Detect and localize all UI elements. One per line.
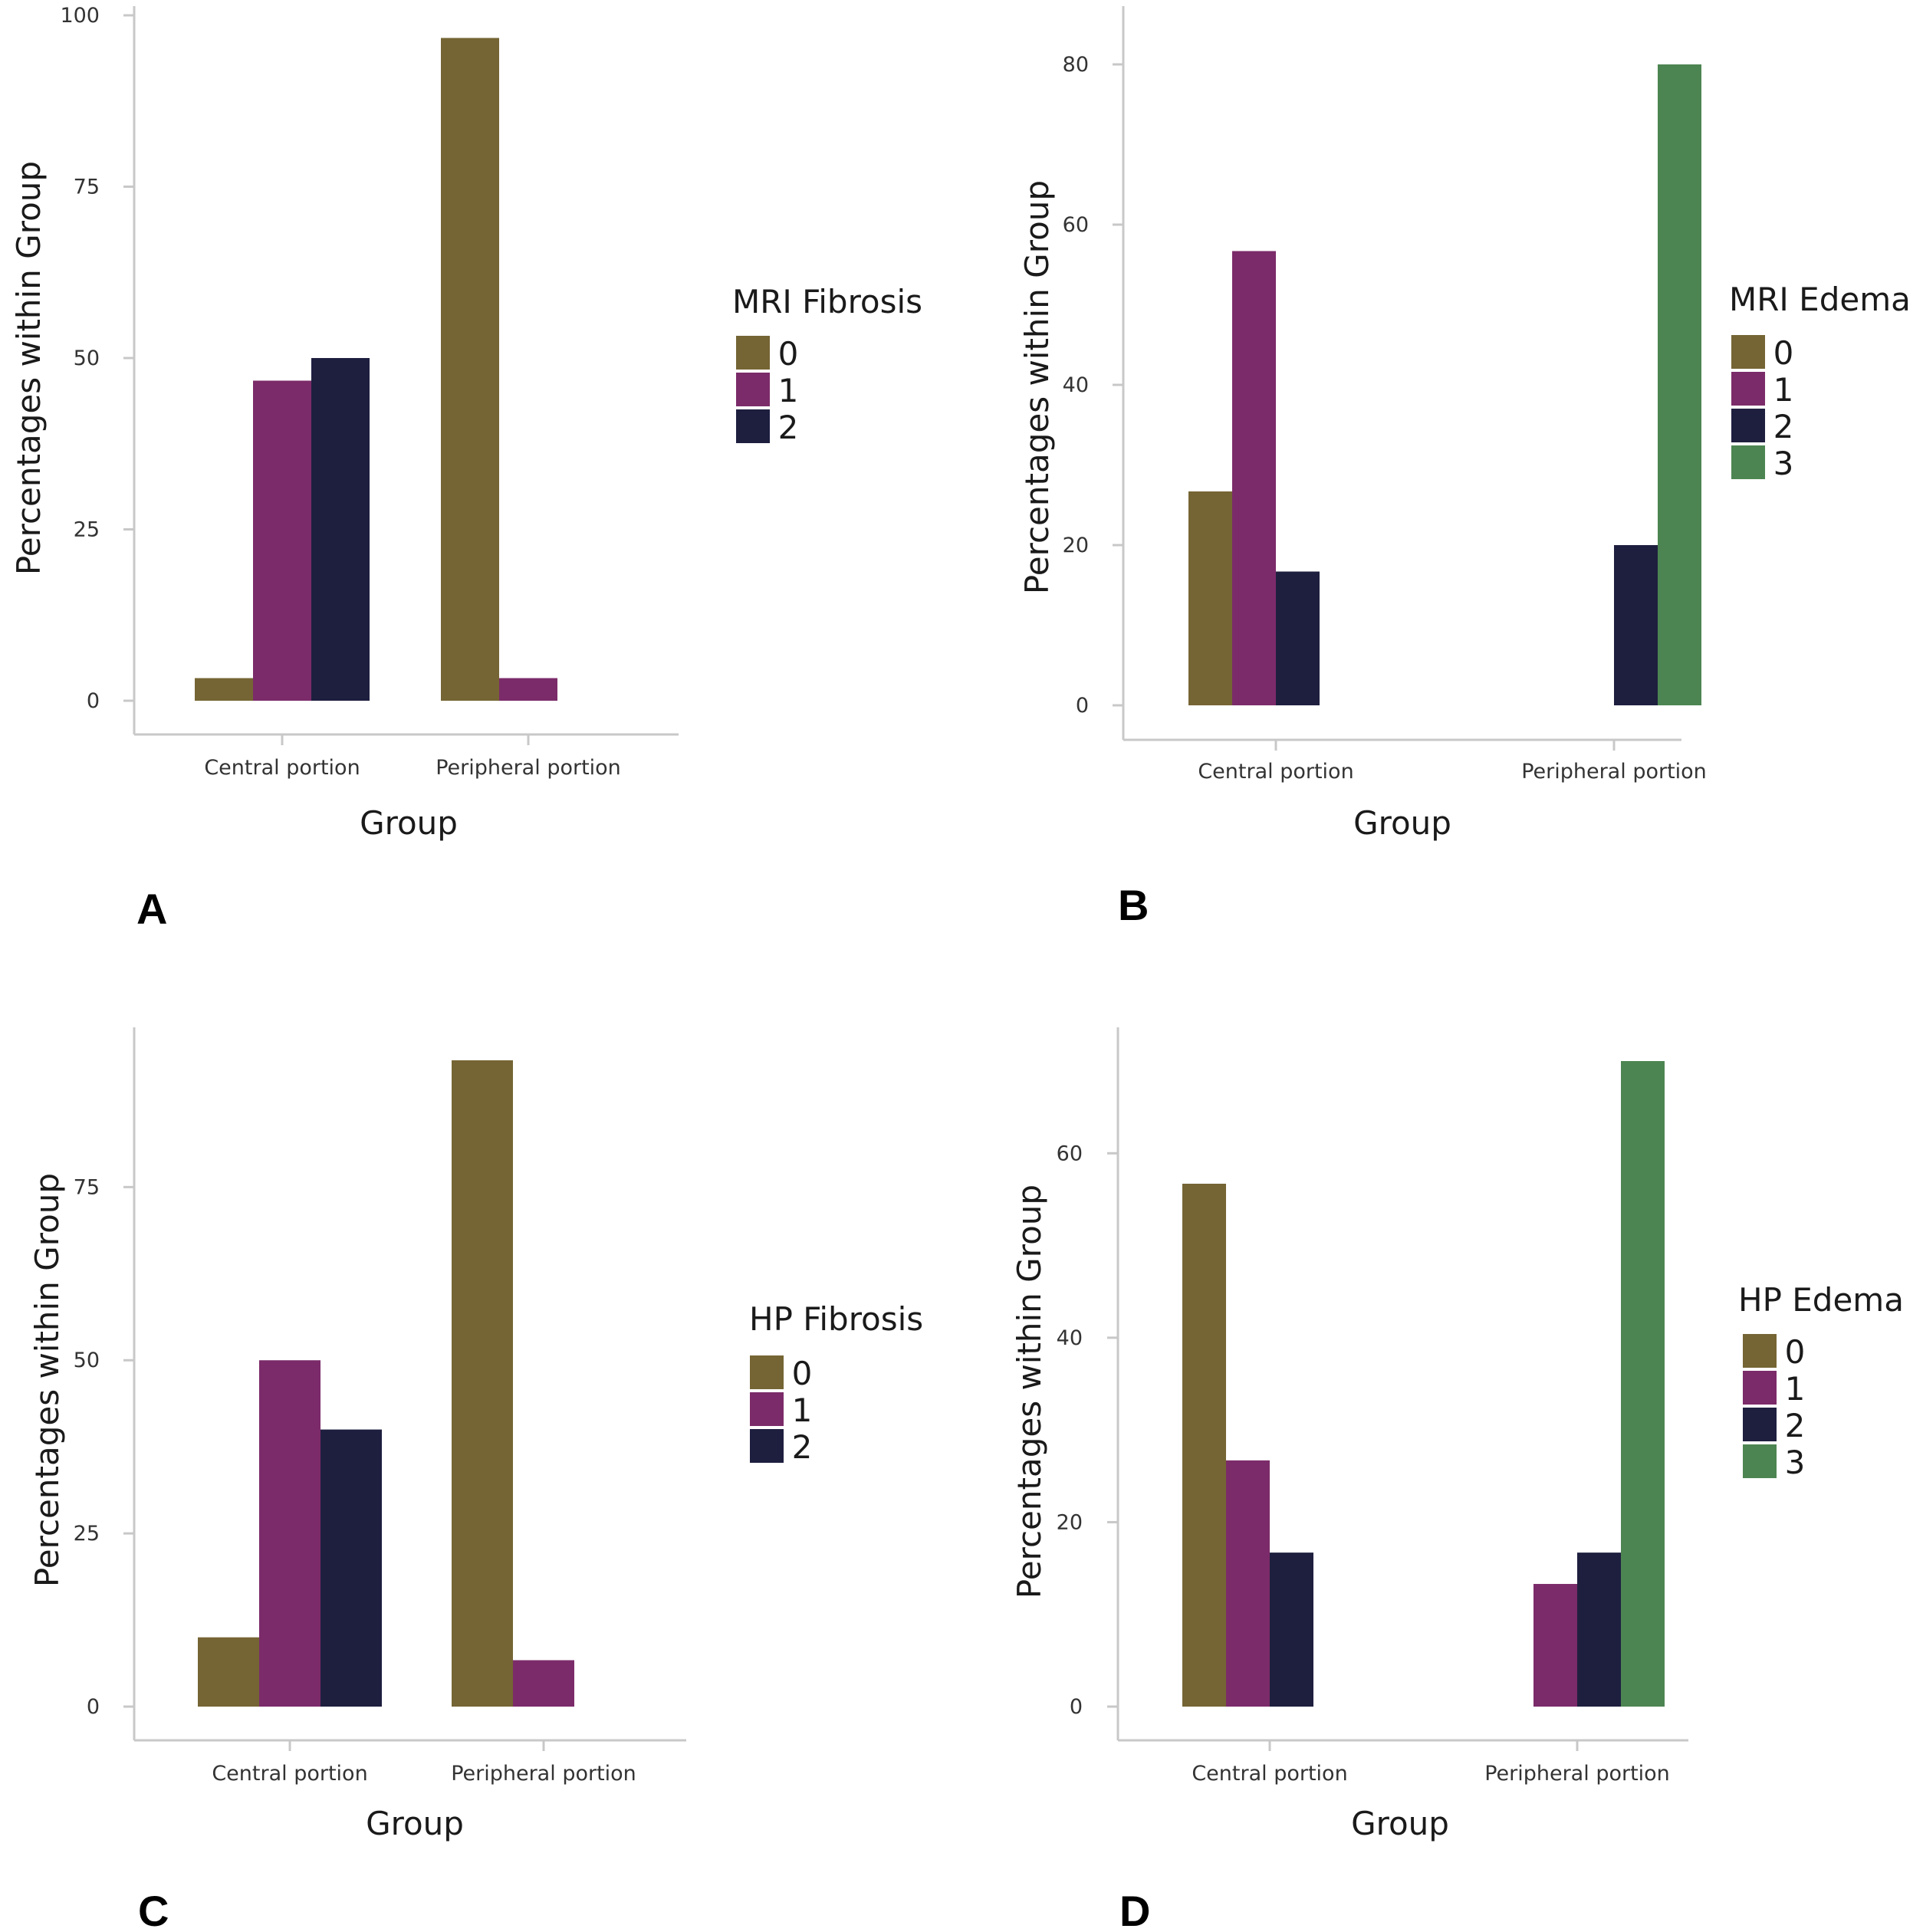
- x-tick-label: Central portion: [1192, 1762, 1347, 1786]
- legend-swatch-2: [736, 409, 770, 443]
- bar-0-central: [195, 678, 253, 701]
- y-axis-title: Percentages within Group: [1018, 180, 1056, 594]
- x-tick-label: Central portion: [204, 756, 360, 780]
- y-tick-label: 50: [74, 347, 100, 370]
- legend-swatch-2: [1743, 1408, 1777, 1441]
- bar-0-central: [198, 1637, 259, 1707]
- legend-label: 1: [1773, 371, 1794, 409]
- bar-3-peripheral: [1621, 1061, 1665, 1707]
- bar-1-central: [1232, 251, 1276, 705]
- y-tick-label: 40: [1063, 373, 1089, 397]
- panel-letter: D: [1119, 1887, 1150, 1932]
- legend-label: 2: [1773, 408, 1794, 445]
- y-tick-label: 100: [60, 4, 100, 28]
- legend-label: 1: [792, 1392, 813, 1429]
- bar-1-peripheral: [499, 678, 557, 701]
- legend-label: 2: [792, 1428, 813, 1466]
- bar-0-central: [1188, 491, 1232, 705]
- bar-0-peripheral: [452, 1060, 513, 1707]
- legend-label: 2: [778, 409, 799, 446]
- legend-swatch-0: [750, 1355, 784, 1389]
- bar-0-peripheral: [441, 38, 499, 701]
- bar-2-peripheral: [1614, 545, 1658, 705]
- x-axis-title: Group: [360, 804, 458, 842]
- bar-2-central: [320, 1429, 382, 1707]
- x-tick-label: Peripheral portion: [436, 756, 621, 780]
- legend-label: 0: [1785, 1333, 1806, 1371]
- x-tick-label: Central portion: [1198, 760, 1353, 784]
- bar-1-peripheral: [513, 1660, 574, 1707]
- legend-label: 0: [1773, 334, 1794, 372]
- y-tick-label: 0: [87, 1695, 100, 1719]
- legend-swatch-1: [736, 373, 770, 406]
- y-tick-label: 0: [87, 689, 100, 713]
- legend-label: 2: [1785, 1407, 1806, 1444]
- legend-swatch-2: [750, 1429, 784, 1463]
- y-axis-title: Percentages within Group: [10, 161, 48, 575]
- x-tick-label: Peripheral portion: [451, 1762, 636, 1786]
- legend-label: 3: [1785, 1444, 1806, 1481]
- y-tick-label: 25: [74, 1522, 100, 1546]
- legend-label: 3: [1773, 445, 1794, 482]
- bar-2-central: [1270, 1552, 1313, 1707]
- y-tick-label: 0: [1070, 1695, 1083, 1719]
- y-tick-label: 0: [1076, 694, 1089, 718]
- y-tick-label: 75: [74, 176, 100, 199]
- legend-title: MRI Edema: [1729, 281, 1911, 318]
- y-tick-label: 80: [1063, 53, 1089, 77]
- chart-panel-c: 0 25 50 75 Central portion Peripheral portion…: [28, 1027, 923, 1932]
- x-axis-title: Group: [366, 1805, 464, 1842]
- legend-swatch-1: [1731, 372, 1765, 406]
- y-tick-label: 60: [1057, 1142, 1083, 1165]
- legend-label: 0: [792, 1355, 813, 1392]
- bar-1-peripheral: [1533, 1584, 1577, 1707]
- legend-swatch-0: [1731, 335, 1765, 369]
- bar-1-central: [1226, 1460, 1270, 1707]
- y-tick-label: 60: [1063, 213, 1089, 237]
- x-tick-label: Peripheral portion: [1521, 760, 1707, 784]
- legend-swatch-2: [1731, 409, 1765, 442]
- legend-title: HP Fibrosis: [749, 1300, 923, 1338]
- y-tick-label: 75: [74, 1175, 100, 1199]
- x-tick-label: Peripheral portion: [1484, 1762, 1670, 1786]
- legend-swatch-1: [1743, 1371, 1777, 1405]
- bar-1-central: [259, 1360, 320, 1707]
- y-axis-title: Percentages within Group: [28, 1173, 66, 1587]
- panel-letter: B: [1118, 881, 1149, 929]
- y-tick-label: 20: [1063, 534, 1089, 557]
- legend-title: MRI Fibrosis: [732, 283, 922, 320]
- y-tick-label: 25: [74, 518, 100, 542]
- x-axis-title: Group: [1353, 804, 1451, 842]
- legend-swatch-1: [750, 1392, 784, 1426]
- legend-title: HP Edema: [1738, 1281, 1904, 1319]
- y-axis-title: Percentages within Group: [1011, 1184, 1048, 1598]
- legend-swatch-0: [736, 336, 770, 370]
- legend-swatch-3: [1731, 445, 1765, 479]
- x-axis-title: Group: [1351, 1805, 1449, 1842]
- bar-3-peripheral: [1658, 64, 1701, 705]
- panel-letter: C: [138, 1887, 169, 1932]
- bar-2-peripheral: [1577, 1552, 1621, 1707]
- panel-letter: A: [136, 885, 167, 933]
- legend-swatch-3: [1743, 1444, 1777, 1478]
- y-tick-label: 50: [74, 1349, 100, 1372]
- y-tick-label: 40: [1057, 1326, 1083, 1350]
- legend-label: 0: [778, 335, 799, 373]
- legend-label: 1: [1785, 1370, 1806, 1408]
- chart-panel-a: 0 25 50 75 100 Central portion Peripheral port…: [10, 4, 922, 933]
- bar-2-central: [1276, 571, 1320, 705]
- bar-2-central: [311, 358, 370, 701]
- legend-swatch-0: [1743, 1334, 1777, 1368]
- bar-0-central: [1182, 1183, 1226, 1707]
- x-tick-label: Central portion: [212, 1762, 367, 1786]
- bar-1-central: [253, 380, 311, 701]
- y-tick-label: 20: [1057, 1510, 1083, 1534]
- legend-label: 1: [778, 372, 799, 409]
